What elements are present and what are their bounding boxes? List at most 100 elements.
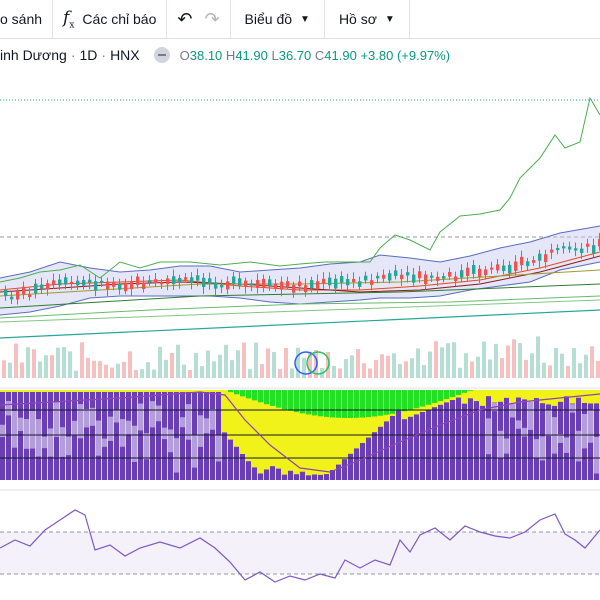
macd-light-bar xyxy=(102,438,107,447)
compare-button[interactable]: o sánh xyxy=(0,0,52,38)
legend-separator: · xyxy=(70,47,76,63)
macd-purple-bar xyxy=(378,426,383,480)
candle xyxy=(352,278,356,283)
profile-menu-button[interactable]: Hồ sơ ▼ xyxy=(325,0,409,38)
candle xyxy=(340,276,344,283)
macd-light-bar xyxy=(150,401,155,428)
macd-light-bar xyxy=(42,436,47,449)
volume-bar xyxy=(428,351,432,378)
volume-bar xyxy=(122,361,126,378)
macd-light-bar xyxy=(486,418,491,455)
macd-green-bar xyxy=(330,390,335,418)
volume-pane xyxy=(2,336,600,378)
macd-purple-bar xyxy=(270,466,275,480)
candle xyxy=(448,271,452,277)
macd-purple-bar xyxy=(288,470,293,480)
volume-bar xyxy=(26,347,30,378)
candle xyxy=(316,281,320,290)
symbol-legend: inh Dương · 1D · HNX O38.10 H41.90 L36.7… xyxy=(0,44,450,66)
candle xyxy=(76,280,80,286)
candle xyxy=(436,276,440,281)
candle xyxy=(106,281,110,290)
event-marker-icon[interactable] xyxy=(294,351,330,375)
volume-bar xyxy=(578,363,582,378)
macd-purple-bar xyxy=(516,397,521,480)
eye-icon[interactable] xyxy=(153,47,170,63)
macd-green-bar xyxy=(336,390,341,418)
macd-green-bar xyxy=(390,390,395,414)
interval-label[interactable]: 1D xyxy=(79,47,98,63)
volume-bar xyxy=(380,354,384,378)
volume-bar xyxy=(152,369,156,378)
volume-bar xyxy=(470,361,474,378)
macd-green-bar xyxy=(348,390,353,418)
chart-menu-button[interactable]: Biểu đồ ▼ xyxy=(231,0,324,38)
macd-light-bar xyxy=(144,433,149,460)
candle xyxy=(544,254,548,263)
macd-light-bar xyxy=(498,430,503,458)
macd-green-bar xyxy=(312,390,317,416)
macd-purple-bar xyxy=(294,474,299,480)
macd-purple-bar xyxy=(480,405,485,480)
macd-signal-line xyxy=(0,391,600,473)
candle xyxy=(190,277,194,283)
toolbar-divider xyxy=(166,0,168,38)
volume-bar xyxy=(422,365,426,378)
macd-purple-bar xyxy=(420,412,425,480)
macd-green-bar xyxy=(408,390,413,410)
macd-green-bar xyxy=(282,390,287,410)
exchange-label: HNX xyxy=(110,47,140,63)
macd-green-bar xyxy=(240,390,245,397)
indicators-button[interactable]: fx Các chỉ báo xyxy=(53,0,166,38)
macd-purple-bar xyxy=(258,473,263,480)
macd-green-bar xyxy=(420,390,425,407)
profile-menu-label: Hồ sơ xyxy=(338,11,377,27)
macd-purple-bar xyxy=(468,398,473,480)
volume-bar xyxy=(338,368,342,378)
symbol-name[interactable]: inh Dương xyxy=(0,47,67,63)
macd-light-bar xyxy=(198,415,203,447)
macd-light-bar xyxy=(210,409,215,430)
candle xyxy=(16,291,20,300)
volume-bar xyxy=(188,370,192,378)
macd-purple-bar xyxy=(6,392,11,480)
redo-icon: ↷ xyxy=(204,8,220,29)
macd-light-bar xyxy=(30,410,35,449)
volume-bar xyxy=(140,369,144,378)
macd-purple-bar xyxy=(570,403,575,480)
candle xyxy=(208,278,212,284)
macd-light-bar xyxy=(588,410,593,443)
macd-purple-bar xyxy=(318,474,323,480)
volume-bar xyxy=(266,348,270,378)
volume-bar xyxy=(464,353,468,378)
macd-purple-bar xyxy=(18,392,23,480)
candle xyxy=(4,289,8,297)
macd-purple-bar xyxy=(210,392,215,480)
macd-green-bar xyxy=(252,390,257,401)
macd-light-bar xyxy=(216,435,221,462)
redo-button[interactable]: ↷ xyxy=(198,0,229,38)
volume-bar xyxy=(14,343,18,378)
volume-bar xyxy=(224,344,228,378)
macd-light-bar xyxy=(204,418,209,434)
candle xyxy=(178,277,182,283)
undo-button[interactable]: ↶ xyxy=(167,0,198,38)
candle xyxy=(214,282,218,289)
candle xyxy=(334,278,338,289)
volume-bar xyxy=(128,351,132,378)
high-label: H xyxy=(225,47,236,63)
top-toolbar: o sánh fx Các chỉ báo ↶ ↷ Biểu đồ ▼ Hồ s… xyxy=(0,0,600,39)
macd-light-bar xyxy=(528,401,533,430)
volume-bar xyxy=(398,364,402,378)
candle xyxy=(70,281,74,285)
macd-purple-bar xyxy=(102,392,107,480)
candle xyxy=(382,274,386,279)
low-value: 36.70 xyxy=(278,47,312,63)
macd-green-bar xyxy=(324,390,329,417)
candle xyxy=(424,274,428,285)
candle xyxy=(226,281,230,290)
macd-purple-bar xyxy=(114,392,119,480)
volume-bar xyxy=(230,360,234,378)
macd-purple-bar xyxy=(240,454,245,480)
